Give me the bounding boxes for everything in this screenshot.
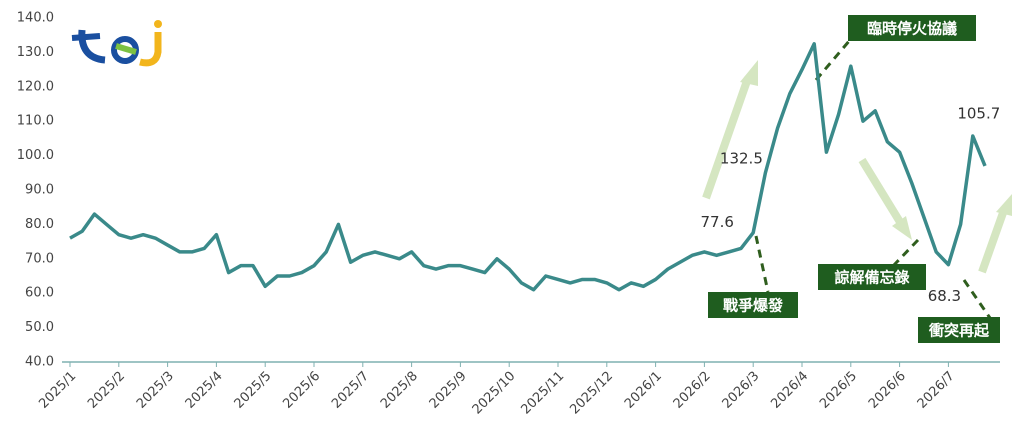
x-tick-label: 2025/9 [427,369,470,412]
annotation-box: 戰爭爆發 [708,292,798,318]
x-tick-label: 2025/3 [134,369,177,412]
data-label: 105.7 [957,104,1000,122]
annotation-box: 臨時停火協議 [848,15,976,41]
x-tick-label: 2025/11 [519,369,568,418]
trend-arrows [702,60,1012,274]
annotation-text: 諒解備忘錄 [834,269,909,287]
x-tick-label: 2026/2 [671,369,714,412]
y-tick-label: 40.0 [25,355,54,370]
annotation-bg [708,292,798,318]
y-tick-label: 90.0 [25,183,54,198]
x-tick-label: 2025/7 [329,369,372,412]
annotation-box: 衝突再起 [918,317,1000,343]
logo [71,20,162,67]
x-tick-label: 2026/3 [720,369,763,412]
y-tick-label: 130.0 [17,45,54,60]
y-tick-label: 60.0 [25,286,54,301]
y-tick-label: 110.0 [17,114,54,129]
price-line [69,42,987,292]
annotation-text: 臨時停火協議 [867,20,957,38]
x-tick-label: 2026/7 [915,369,958,412]
y-tick-label: 80.0 [25,217,54,232]
x-tick-label: 2025/4 [183,369,226,412]
x-tick-label: 2026/6 [866,369,909,412]
annotation-text: 戰爭爆發 [723,297,784,315]
y-tick-label: 140.0 [17,11,54,26]
x-tick-label: 2025/8 [378,369,421,412]
x-tick-label: 2025/6 [280,369,323,412]
annotation-text: 衝突再起 [928,322,990,340]
leader-lines [754,39,992,319]
x-tick-label: 2026/5 [817,369,860,412]
annotation-bg [918,317,1000,343]
data-label: 68.3 [928,287,961,305]
data-label: 132.5 [720,149,763,167]
annotation-box: 諒解備忘錄 [818,264,926,290]
annotation-bg [848,15,976,41]
x-tick-label: 2026/4 [768,369,811,412]
x-tick-label: 2026/1 [622,369,665,412]
y-tick-label: 50.0 [25,320,54,335]
x-tick-label: 2025/1 [36,369,79,412]
x-tick-label: 2025/2 [85,369,128,412]
y-tick-label: 120.0 [17,79,54,94]
data-label: 77.6 [700,213,733,231]
y-tick-label: 100.0 [17,148,54,163]
y-tick-label: 70.0 [25,251,54,266]
x-tick-label: 2025/5 [232,369,275,412]
annotation-bg [818,264,926,290]
x-tick-label: 2025/10 [470,369,519,418]
x-tick-label: 2025/12 [567,369,616,418]
